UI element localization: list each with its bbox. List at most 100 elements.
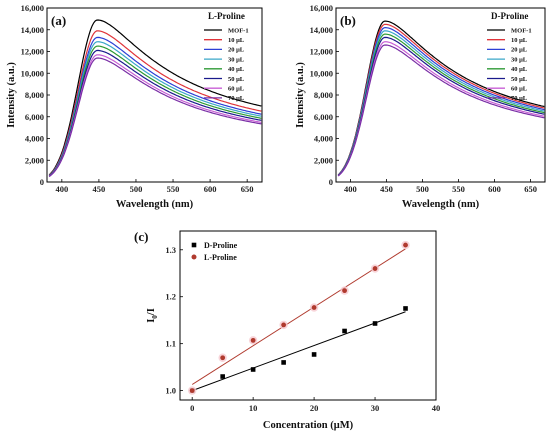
legend-entry-1: 10 μL — [228, 37, 245, 44]
series-line-3 — [48, 41, 262, 177]
series-line-6 — [337, 41, 545, 177]
x-tick-label: 550 — [452, 184, 465, 194]
series-line-4 — [48, 45, 262, 177]
x-tick-label: 20 — [310, 403, 319, 413]
y-tick-label: 0 — [329, 177, 333, 187]
x-tick-label: 400 — [344, 184, 357, 194]
data-point — [250, 337, 256, 343]
y-tick-label: 6,000 — [314, 112, 333, 122]
legend-entry-7: 70 μL — [511, 95, 528, 102]
data-point — [403, 242, 408, 248]
x-tick-label: 500 — [416, 184, 429, 194]
series-line-6 — [48, 54, 262, 177]
x-tick-label: 600 — [488, 184, 501, 194]
series-line-5 — [337, 36, 545, 177]
series-line-1 — [48, 30, 262, 176]
x-tick-label: 550 — [167, 184, 180, 194]
y-tick-label: 4,000 — [25, 134, 44, 144]
y-axis-label: Intensity (a.u.) — [6, 62, 17, 128]
x-tick-label: 40 — [432, 403, 441, 413]
y-axis-label: I0/I — [146, 308, 159, 323]
x-tick-label: 600 — [204, 184, 217, 194]
legend-entry-2: 20 μL — [228, 47, 245, 54]
series-line-5 — [48, 49, 262, 177]
data-point — [220, 355, 226, 361]
y-tick-label: 10,000 — [310, 68, 333, 78]
legend-entry-7: 70 μL — [228, 95, 245, 102]
legend-title: D-Proline — [491, 11, 528, 21]
y-tick-label: 12,000 — [310, 47, 333, 57]
y-tick-label: 10,000 — [21, 68, 44, 78]
y-tick-label: 1.0 — [165, 386, 176, 396]
legend-entry-0: D-Proline — [204, 241, 238, 250]
y-tick-label: 0 — [40, 177, 44, 187]
y-tick-label: 14,000 — [310, 25, 333, 35]
x-tick-label: 650 — [241, 184, 254, 194]
data-point — [342, 328, 347, 334]
x-tick-label: 450 — [93, 184, 106, 194]
x-axis-label: Concentration (μM) — [263, 420, 354, 431]
series-line-7 — [48, 57, 262, 178]
legend-entry-0: MOF-1 — [511, 27, 532, 34]
y-axis-label: Intensity (a.u.) — [295, 62, 306, 128]
x-axis-label: Wavelength (nm) — [116, 199, 194, 210]
plot-frame — [179, 230, 437, 401]
legend-entry-6: 60 μL — [228, 86, 245, 93]
y-tick-label: 16,000 — [310, 3, 333, 13]
y-tick-label: 6,000 — [25, 112, 44, 122]
data-point — [189, 388, 195, 394]
data-point — [250, 367, 256, 372]
panel-c: 0 10 20 30 40 1.0 1.1 1.2 1.3 Concentration (μM) I… — [134, 229, 440, 431]
legend-entry-6: 60 μL — [511, 86, 528, 93]
data-point — [281, 360, 286, 365]
fit-line-0 — [192, 311, 406, 392]
data-point — [281, 322, 287, 328]
y-tick-label: 1.3 — [165, 245, 176, 255]
legend-entry-4: 40 μL — [228, 66, 245, 73]
x-tick-label: 0 — [190, 403, 194, 413]
series-line-7 — [337, 44, 545, 177]
x-tick-label: 450 — [380, 184, 393, 194]
fit-line-1 — [191, 248, 406, 385]
x-tick-label: 400 — [55, 184, 68, 194]
panel-label: (c) — [134, 229, 148, 244]
legend-entry-3: 30 μL — [511, 56, 528, 63]
data-point — [403, 306, 408, 311]
y-tick-label: 12,000 — [21, 47, 44, 57]
y-tick-label: 8,000 — [314, 90, 333, 100]
series-line-4 — [337, 33, 545, 176]
x-axis-label: Wavelength (nm) — [402, 199, 480, 210]
legend-entry-2: 20 μL — [511, 47, 528, 54]
series-line-0 — [48, 19, 262, 176]
y-axis-label-text: I0/I — [146, 308, 159, 323]
legend-entry-1: 10 μL — [511, 37, 528, 44]
y-tick-label: 1.2 — [165, 292, 176, 302]
legend-entry-5: 50 μL — [511, 76, 528, 83]
panel-label: (a) — [51, 13, 66, 28]
data-point — [342, 288, 347, 294]
series-line-3 — [337, 30, 545, 176]
legend-entry-3: 30 μL — [228, 56, 245, 63]
legend-entry-4: 40 μL — [511, 66, 528, 73]
data-point — [220, 374, 225, 379]
legend-entry-5: 50 μL — [228, 76, 245, 83]
series-line-2 — [48, 36, 262, 177]
y-tick-label: 8,000 — [25, 90, 44, 100]
legend-entry-1: L-Proline — [204, 253, 237, 262]
data-point — [372, 321, 378, 326]
x-tick-label: 10 — [249, 403, 258, 413]
y-tick-label: 16,000 — [21, 3, 44, 13]
y-tick-label: 2,000 — [25, 155, 44, 165]
x-tick-label: 30 — [371, 403, 380, 413]
panel-a: 400 450 500 550 600 650 0 2,000 4,000 6,000 8,000 1… — [6, 3, 263, 210]
legend-marker-0 — [191, 242, 197, 248]
y-tick-label: 4,000 — [314, 134, 333, 144]
y-tick-label: 14,000 — [21, 25, 44, 35]
panel-label: (b) — [340, 13, 356, 28]
data-point — [372, 266, 378, 271]
y-tick-label: 1.1 — [165, 339, 176, 349]
x-tick-label: 650 — [524, 184, 537, 194]
legend-marker-1 — [191, 254, 197, 260]
data-point — [311, 305, 317, 310]
